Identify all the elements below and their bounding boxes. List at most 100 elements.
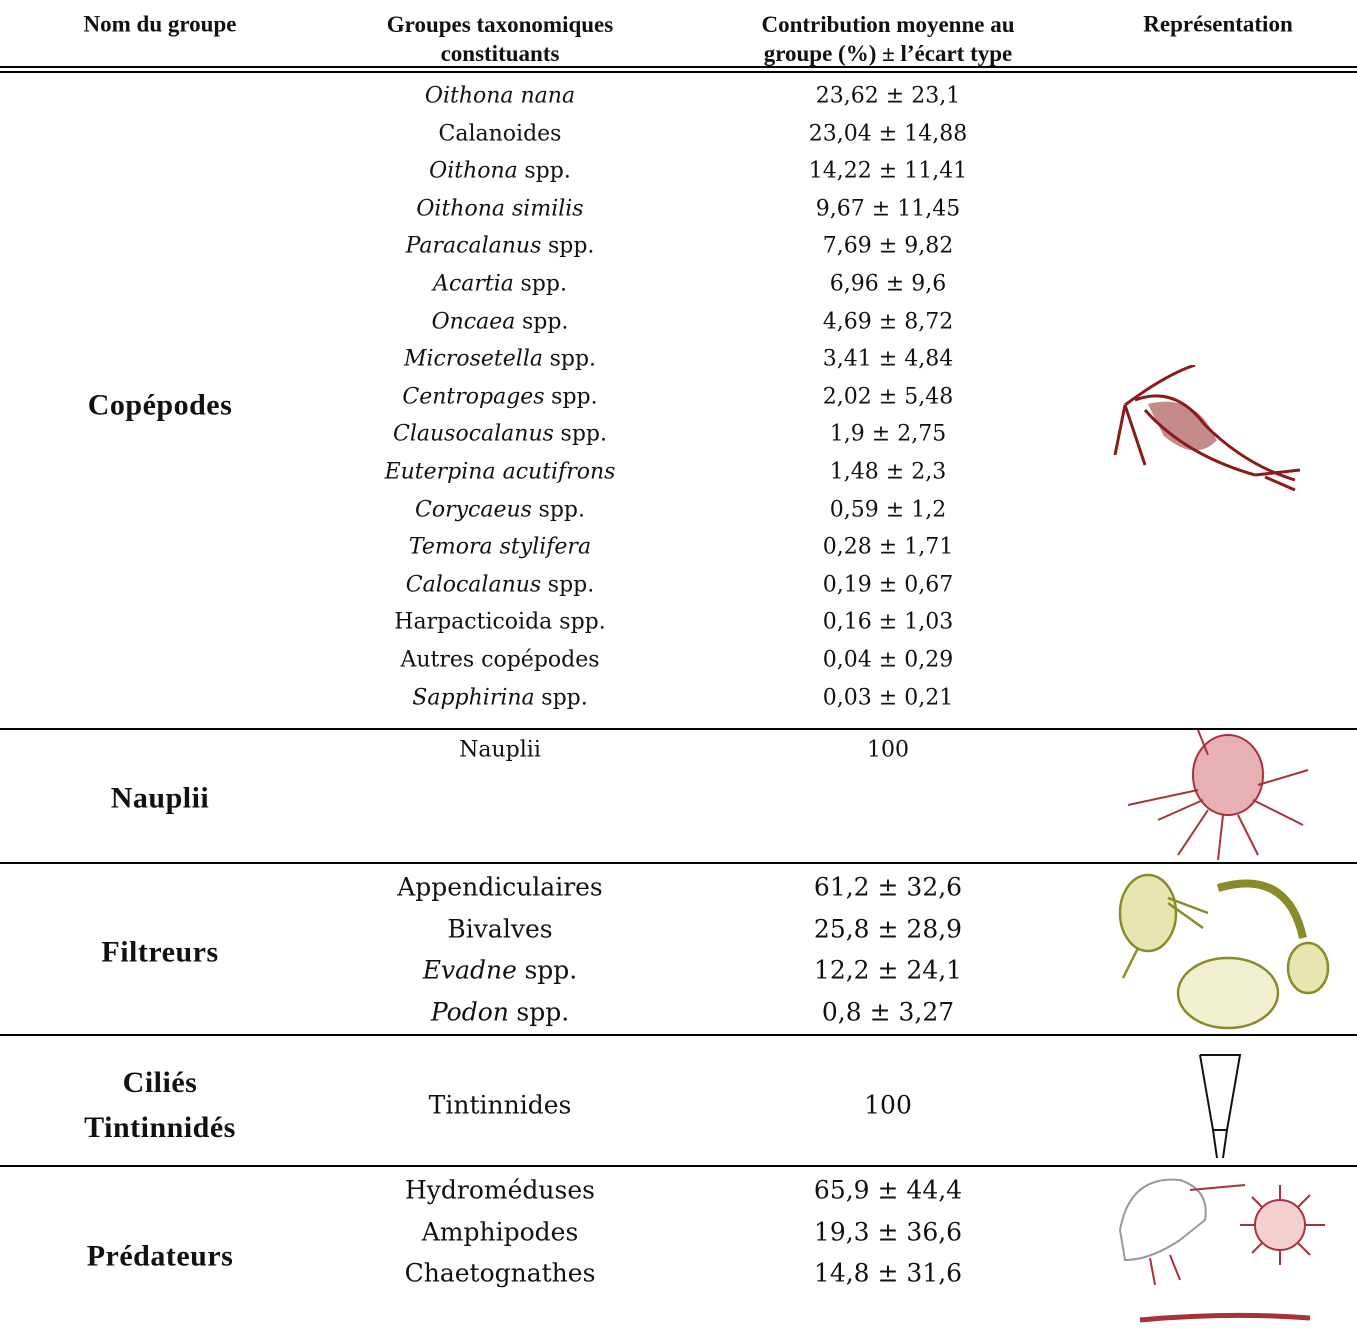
rule xyxy=(0,66,1357,68)
taxon: Microsetella spp. xyxy=(404,347,596,372)
taxon-text: Appendiculaires xyxy=(397,872,603,902)
taxon-text: Amphipodes xyxy=(421,1217,579,1247)
column-header: Représentation xyxy=(1143,10,1292,39)
taxon-text: spp. xyxy=(547,572,595,598)
contribution: 4,69 ± 8,72 xyxy=(822,309,954,335)
taxon: Calanoides xyxy=(439,121,562,146)
taxon: Evadne spp. xyxy=(423,956,577,985)
taxon-italic: Centropages xyxy=(402,384,545,410)
group-name-line: Tintinnidés xyxy=(84,1111,236,1144)
header-line: groupe (%) ± l’écart type xyxy=(763,41,1013,66)
contribution: 3,41 ± 4,84 xyxy=(822,346,954,372)
taxon: Harpacticoida spp. xyxy=(394,610,605,635)
taxon-text: Calanoides xyxy=(438,121,562,147)
taxon: Hydroméduses xyxy=(405,1176,595,1205)
group-name-line: Nauplii xyxy=(110,781,210,815)
contribution: 100 xyxy=(864,1090,912,1120)
contribution: 7,69 ± 9,82 xyxy=(822,233,954,259)
contribution: 12,2 ± 24,1 xyxy=(813,955,963,985)
taxon-italic: Euterpina acutifrons xyxy=(384,459,616,485)
rule xyxy=(0,1034,1357,1036)
taxon-italic: Oithona nana xyxy=(424,83,576,109)
taxon: Bivalves xyxy=(447,914,552,943)
contribution: 19,3 ± 36,6 xyxy=(813,1217,963,1247)
taxon-text: spp. xyxy=(538,497,585,523)
taxon: Paracalanus spp. xyxy=(406,234,595,259)
taxon-italic: Podon xyxy=(430,997,509,1027)
tintinnid-drawing xyxy=(1199,1054,1242,1159)
contribution: 1,9 ± 2,75 xyxy=(829,421,947,447)
contribution: 0,04 ± 0,29 xyxy=(822,647,954,673)
taxon-italic: Oncaea xyxy=(431,309,516,335)
taxon-text: spp. xyxy=(524,955,578,985)
taxon: Acartia spp. xyxy=(433,272,567,297)
group-name: Ciliés Tintinnidés xyxy=(84,1060,236,1150)
taxon: Corycaeus spp. xyxy=(415,497,585,522)
predators-drawing xyxy=(1118,1178,1325,1323)
column-header: Groupes taxonomiques constituants xyxy=(387,10,613,68)
rule xyxy=(0,728,1357,730)
contribution: 0,19 ± 0,67 xyxy=(822,572,954,598)
taxon-text: spp. xyxy=(521,309,569,335)
taxon-text: spp. xyxy=(541,685,588,711)
taxon-italic: Oithona similis xyxy=(416,196,584,222)
taxon: Centropages spp. xyxy=(402,384,597,409)
header-line: Contribution moyenne au xyxy=(761,12,1015,37)
taxon-text: spp. xyxy=(560,421,607,447)
taxon: Calocalanus spp. xyxy=(406,572,595,597)
contribution: 0,16 ± 1,03 xyxy=(822,609,954,635)
taxon-italic: Microsetella xyxy=(403,346,543,372)
taxon-italic: Sapphirina xyxy=(412,685,535,711)
rule xyxy=(0,71,1357,73)
nauplius-drawing xyxy=(1128,730,1309,860)
header-line: constituants xyxy=(440,41,560,66)
contribution: 14,8 ± 31,6 xyxy=(813,1258,963,1288)
taxon-text: Nauplii xyxy=(459,737,541,763)
taxon-italic: Calocalanus xyxy=(405,572,542,598)
contribution: 1,48 ± 2,3 xyxy=(829,459,947,485)
taxon-italic: Corycaeus xyxy=(415,497,532,523)
taxon: Clausocalanus spp. xyxy=(393,422,607,447)
taxon-italic: Temora stylifera xyxy=(408,534,592,560)
taxon: Sapphirina spp. xyxy=(412,685,587,710)
taxon-italic: Paracalanus xyxy=(405,233,542,259)
taxon-text: spp. xyxy=(549,346,597,372)
taxon: Oithona nana xyxy=(425,84,575,109)
group-name-line: Ciliés xyxy=(122,1066,198,1099)
taxon: Oithona similis xyxy=(416,196,583,221)
contribution: 0,59 ± 1,2 xyxy=(829,497,947,523)
contribution: 100 xyxy=(867,737,909,763)
contribution: 0,03 ± 0,21 xyxy=(822,685,954,711)
taxon: Autres copépodes xyxy=(400,648,599,673)
taxon-text: Bivalves xyxy=(447,914,553,944)
taxon-italic: Evadne xyxy=(422,955,517,985)
column-header: Contribution moyenne au groupe (%) ± l’éc… xyxy=(761,10,1014,68)
group-name-line: Prédateurs xyxy=(86,1239,234,1273)
group-name: Copépodes xyxy=(88,383,233,428)
group-name: Prédateurs xyxy=(87,1234,234,1279)
taxon: Tintinnides xyxy=(429,1091,572,1120)
taxon: Temora stylifera xyxy=(409,535,591,560)
taxon: Nauplii xyxy=(459,738,541,763)
taxon: Oithona spp. xyxy=(429,159,571,184)
header-line: Nom du groupe xyxy=(83,11,237,37)
taxon-italic: Acartia xyxy=(433,271,514,297)
contribution: 65,9 ± 44,4 xyxy=(813,1175,963,1205)
copepod-drawing xyxy=(1113,365,1301,492)
group-name-line: Copépodes xyxy=(87,388,233,422)
taxon-text: spp. xyxy=(516,997,570,1027)
contribution: 0,28 ± 1,71 xyxy=(822,534,954,560)
taxon-text: spp. xyxy=(551,384,598,410)
taxon: Appendiculaires xyxy=(397,873,603,902)
header-line: Représentation xyxy=(1143,11,1293,37)
taxon: Euterpina acutifrons xyxy=(385,460,616,485)
contribution: 0,8 ± 3,27 xyxy=(821,997,955,1027)
contribution: 14,22 ± 11,41 xyxy=(808,158,968,184)
contribution: 23,62 ± 23,1 xyxy=(815,83,961,109)
contribution: 9,67 ± 11,45 xyxy=(815,196,961,222)
taxon-italic: Clausocalanus xyxy=(393,421,554,447)
taxon-text: Autres copépodes xyxy=(400,647,600,673)
taxon-text: Chaetognathes xyxy=(404,1258,596,1288)
taxon: Amphipodes xyxy=(422,1217,579,1246)
